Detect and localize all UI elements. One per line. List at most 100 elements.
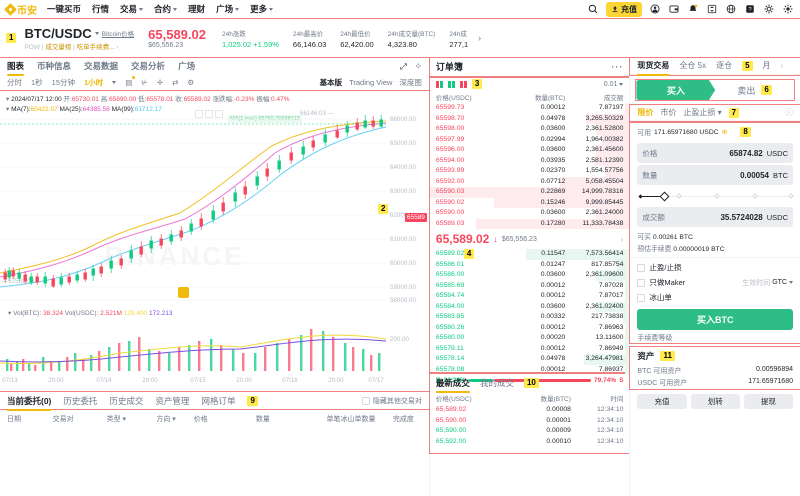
total-input[interactable]: 成交额 35.5724028 USDC <box>637 207 793 227</box>
col-type[interactable]: 类型 ▾ <box>106 416 127 423</box>
tab-isolated-margin[interactable]: 逐仓 <box>716 61 733 70</box>
tab-cross-margin[interactable]: 全仓 5x <box>679 61 707 70</box>
download-icon[interactable] <box>706 3 718 15</box>
orderbook-row[interactable]: 65580.00 0.00020 13.11600 <box>430 333 630 344</box>
nav-item-futures[interactable]: 合约 <box>154 3 178 15</box>
deposit-button[interactable]: 充值 <box>606 1 642 17</box>
tab-trade-analysis[interactable]: 交易分析 <box>131 61 166 71</box>
chart-area[interactable]: BINANCE ▾ 2024/07/17 12:00 开:65730.01 高:… <box>0 90 430 392</box>
slider-tick-100[interactable] <box>788 193 795 199</box>
tabs-next-arrow[interactable]: › <box>780 61 784 70</box>
asset-withdraw-button[interactable]: 提现 <box>743 394 793 409</box>
orderbook-row[interactable]: 65596.00 0.03600 2,361.45600 <box>430 145 630 156</box>
chevron-down-icon[interactable] <box>94 31 99 35</box>
tab-square[interactable]: 广场 <box>178 61 196 71</box>
notification-icon[interactable] <box>687 3 699 15</box>
tag-taker-fee[interactable]: 吃单手续费... <box>76 43 115 51</box>
chart-type-icon[interactable]: ▤ <box>125 76 136 87</box>
order-type-limit[interactable]: 限价 <box>637 108 654 117</box>
orderbook-row[interactable]: 65590.02 0.15246 9,999.85445 <box>430 197 630 208</box>
theme-icon[interactable] <box>782 3 794 15</box>
orderbook-row[interactable]: 65594.00 0.03935 2,581.12390 <box>430 155 630 166</box>
orderbook-row[interactable]: 65583.85 0.00332 217.73838 <box>430 312 630 323</box>
help-icon[interactable]: ? <box>744 3 756 15</box>
tab-trade-data[interactable]: 交易数据 <box>84 61 119 71</box>
orderbook-row[interactable]: 65597.99 0.02994 1,964.00382 <box>430 134 630 145</box>
sell-tab[interactable]: 卖出 6 <box>715 80 795 100</box>
compare-icon[interactable]: ⇄ <box>172 78 179 87</box>
checkbox-icon[interactable] <box>637 263 646 272</box>
orderbook-row[interactable]: 65584.00 0.03600 2,361.02400 <box>430 301 630 312</box>
slider-tick-50[interactable] <box>714 193 721 199</box>
bitcoin-price-link[interactable]: Bitcoin价格 <box>101 31 135 38</box>
tab-chart[interactable]: 图表 <box>7 61 25 76</box>
chevron-down-icon[interactable] <box>112 81 117 84</box>
orderbook-row[interactable]: 65578.14 0.04978 3,264.47981 <box>430 354 630 365</box>
gear-icon[interactable] <box>763 3 775 15</box>
option-iceberg[interactable]: 冰山单 <box>637 292 793 303</box>
chart-badge-icon[interactable] <box>178 287 189 298</box>
tab-asset-management[interactable]: 资产管理 <box>155 395 190 406</box>
tab-grid-orders[interactable]: 网格订单 <box>201 395 236 406</box>
nav-item-more[interactable]: 更多 <box>250 3 274 15</box>
orderbook-row[interactable]: 65590.03 0.22869 14,999.78316 <box>429 187 630 198</box>
interval-time[interactable]: 分时 <box>7 78 22 87</box>
globe-icon[interactable] <box>725 3 737 15</box>
amount-slider[interactable] <box>638 191 795 201</box>
col-side[interactable]: 方向 ▾ <box>156 416 176 423</box>
orderbook-row[interactable]: 65590.00 0.03600 2,361.24000 <box>430 208 630 219</box>
orderbook-row[interactable]: 65593.99 0.02370 1,554.57756 <box>430 166 630 177</box>
mode-depth[interactable]: 深度图 <box>399 78 422 87</box>
tab-spot[interactable]: 现货交易 <box>637 61 670 76</box>
orderbook-row[interactable]: 65586.01 0.01247 817.85754 <box>430 259 630 270</box>
orderbook-menu-icon[interactable]: ··· <box>611 61 624 72</box>
orderbook-row[interactable]: 65599.73 0.00012 7.87197 <box>430 103 630 114</box>
orderbook-row[interactable]: 65584.74 0.00012 7.87017 <box>430 291 630 302</box>
info-icon[interactable]: ⓘ <box>785 108 793 117</box>
tab-market-trades[interactable]: 最新成交 <box>435 377 470 393</box>
chart-tooltip-controls[interactable] <box>195 110 223 118</box>
interval-15m[interactable]: 15分钟 <box>51 78 76 87</box>
layout-icon[interactable]: ⁘ <box>414 60 422 71</box>
checkbox-icon[interactable] <box>637 278 646 287</box>
tab-order-history[interactable]: 历史委托 <box>63 395 98 406</box>
option-post-only[interactable]: 只做Maker 生效时间 GTC <box>637 277 793 288</box>
time-in-force-select[interactable]: 生效时间 GTC <box>742 278 793 288</box>
submit-buy-button[interactable]: 买入BTC <box>637 309 793 330</box>
price-input[interactable]: 价格 65874.82 USDC <box>637 143 793 163</box>
pair-symbol[interactable]: BTC/USDC <box>24 25 92 41</box>
order-type-market[interactable]: 市价 <box>660 108 677 117</box>
slider-tick-75[interactable] <box>752 193 758 199</box>
mode-tradingview[interactable]: Trading View <box>349 78 393 87</box>
tab-my-trades[interactable]: 我的成交 <box>479 377 514 388</box>
orderbook-row[interactable]: 65579.11 0.00012 7.86949 <box>430 343 630 354</box>
order-type-stop-limit[interactable]: 止盈止损 ▾ <box>683 108 722 117</box>
tab-trade-history[interactable]: 历史成交 <box>109 395 144 406</box>
settings-icon[interactable]: ⚙ <box>187 78 195 87</box>
stats-next-arrow[interactable]: › <box>478 33 482 43</box>
profile-icon[interactable] <box>649 3 661 15</box>
mode-basic[interactable]: 基本版 <box>319 78 343 87</box>
slider-handle[interactable] <box>659 191 670 201</box>
wallet-icon[interactable] <box>668 3 680 15</box>
orderbook-row[interactable]: 65598.70 0.04978 3,265.50329 <box>430 113 630 124</box>
interval-1s[interactable]: 1秒 <box>31 78 43 87</box>
drawing-icon[interactable]: ✛ <box>156 78 164 87</box>
search-icon[interactable] <box>587 3 599 15</box>
fee-level-link[interactable]: 手续费等级 <box>637 335 673 342</box>
book-mode-asks-icon[interactable] <box>459 80 467 88</box>
orderbook-row[interactable]: 65598.00 0.03600 2,361.52800 <box>430 124 630 135</box>
nav-item-markets[interactable]: 行情 <box>92 4 110 14</box>
slider-tick-25[interactable] <box>676 193 683 199</box>
asset-deposit-button[interactable]: 充值 <box>637 394 687 409</box>
mid-expand-icon[interactable]: › <box>620 234 624 244</box>
binance-logo[interactable]: 币安 <box>4 2 37 17</box>
orderbook-row[interactable]: 65586.00 0.03600 2,361.09600 <box>430 270 630 281</box>
tab-coin-info[interactable]: 币种信息 <box>37 61 72 71</box>
orderbook-row[interactable]: 65592.00 0.07712 5,058.45504 <box>430 176 630 187</box>
quantity-input[interactable]: 数量 0.00054 BTC <box>637 165 793 185</box>
tab-more[interactable]: 月 <box>762 61 771 70</box>
indicator-icon[interactable]: ⊬ <box>141 78 148 87</box>
asset-transfer-button[interactable]: 划转 <box>690 394 740 409</box>
checkbox-icon[interactable] <box>361 396 370 405</box>
